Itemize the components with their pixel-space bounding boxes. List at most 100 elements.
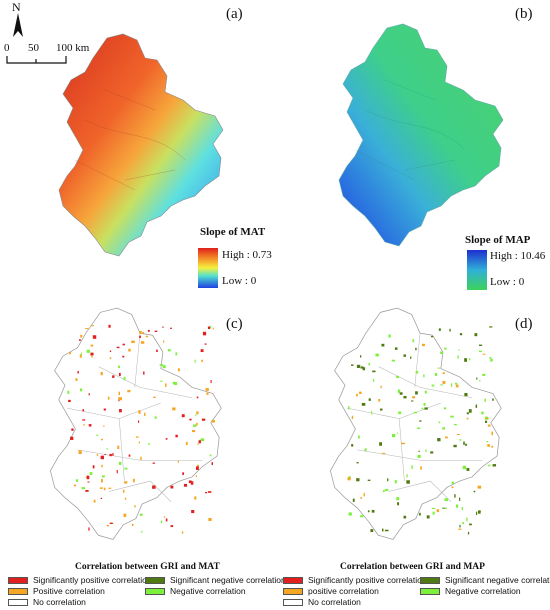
pixel-cluster	[100, 371, 103, 376]
pixel-cluster	[476, 377, 478, 380]
pixel-cluster	[468, 409, 472, 413]
pixel-cluster	[131, 340, 135, 344]
pixel-cluster	[492, 464, 497, 467]
pixel-cluster	[156, 349, 158, 352]
pixel-cluster	[77, 371, 79, 374]
pixel-cluster	[85, 490, 89, 492]
legend-item-sig-neg-c: Significant negative correlation	[145, 575, 286, 585]
legend-item-sig-pos-c: Significantly positive correlation	[8, 575, 152, 585]
pixel-cluster	[108, 324, 111, 328]
legend-item-none-d: No correlation	[283, 597, 361, 607]
pixel-cluster	[123, 513, 127, 517]
pixel-cluster	[211, 462, 214, 465]
pixel-cluster	[128, 454, 131, 457]
pixel-cluster	[466, 417, 469, 420]
pixel-cluster	[202, 331, 207, 336]
pixel-cluster	[109, 350, 112, 353]
legend-ramp-b	[467, 250, 487, 290]
pixel-cluster	[78, 450, 82, 454]
pixel-cluster	[118, 365, 120, 369]
pixel-cluster	[454, 494, 456, 498]
pixel-cluster	[399, 392, 403, 395]
pixel-cluster	[451, 486, 454, 489]
pixel-cluster	[165, 518, 168, 522]
pixel-cluster	[442, 380, 446, 384]
legend-ramp-a	[198, 248, 218, 288]
pixel-cluster	[99, 487, 103, 489]
pixel-cluster	[177, 460, 180, 463]
pixel-cluster	[118, 461, 122, 465]
pixel-cluster	[100, 497, 103, 499]
pixel-cluster	[210, 379, 212, 384]
pixel-cluster	[163, 516, 166, 518]
pixel-cluster	[384, 488, 389, 491]
pixel-cluster	[102, 475, 105, 478]
pixel-cluster	[201, 359, 203, 363]
pixel-cluster	[200, 438, 205, 442]
pixel-cluster	[106, 524, 109, 527]
pixel-cluster	[82, 409, 85, 412]
pixel-cluster	[153, 396, 156, 398]
pixel-cluster	[112, 453, 114, 456]
pixel-cluster	[200, 349, 204, 353]
pixel-cluster	[394, 480, 397, 484]
pixel-cluster	[458, 528, 462, 530]
pixel-cluster	[135, 436, 139, 438]
pixel-cluster	[482, 353, 486, 355]
pixel-cluster	[71, 428, 74, 431]
pixel-cluster	[474, 333, 478, 337]
pixel-cluster	[177, 368, 180, 372]
pixel-cluster	[465, 443, 467, 446]
pixel-cluster	[118, 397, 122, 401]
pixel-cluster	[367, 479, 371, 481]
pixel-cluster	[387, 478, 389, 482]
pixel-cluster	[430, 335, 434, 338]
pixel-cluster	[79, 339, 81, 341]
map-correlation-mat	[35, 304, 245, 554]
pixel-cluster	[211, 419, 215, 423]
pixel-cluster	[140, 456, 142, 461]
pixel-cluster	[372, 379, 375, 382]
pixel-cluster	[82, 419, 86, 421]
pixel-cluster	[128, 348, 131, 352]
panel-label-d: (d)	[515, 316, 533, 332]
pixel-cluster	[464, 392, 468, 397]
pixel-cluster	[119, 409, 122, 413]
pixel-cluster	[478, 510, 481, 514]
pixel-cluster	[100, 455, 104, 460]
pixel-cluster	[103, 408, 107, 411]
pixel-cluster	[165, 438, 168, 440]
pixel-cluster	[172, 381, 177, 385]
pixel-cluster	[141, 530, 143, 533]
pixel-cluster	[191, 510, 195, 514]
scale-tick-50: 50	[28, 42, 39, 54]
panel-label-c: (c)	[226, 316, 243, 332]
pixel-cluster	[423, 403, 426, 406]
pixel-cluster	[352, 498, 355, 502]
north-arrow-label: N	[12, 0, 21, 14]
pixel-cluster	[132, 478, 135, 483]
pixel-cluster	[167, 349, 171, 352]
pixel-cluster	[138, 410, 141, 414]
pixel-cluster	[140, 341, 145, 344]
pixel-cluster	[478, 350, 482, 353]
pixel-cluster	[379, 442, 382, 446]
pixel-cluster	[453, 444, 457, 448]
legend-low-b: Low : 0	[490, 276, 525, 288]
pixel-cluster	[475, 404, 478, 408]
map-correlation-map	[315, 304, 525, 554]
legend-high-b: High : 10.46	[490, 250, 546, 262]
pixel-cluster	[415, 371, 419, 374]
pixel-cluster	[403, 354, 407, 357]
pixel-cluster	[473, 490, 476, 493]
pixel-cluster	[109, 522, 113, 524]
legend-item-pos-d: positive correlation	[283, 586, 379, 596]
pixel-cluster	[351, 364, 354, 366]
pixel-cluster	[375, 353, 379, 357]
pixel-cluster	[175, 434, 178, 438]
pixel-cluster	[189, 418, 192, 421]
pixel-cluster	[461, 506, 464, 510]
pixel-cluster	[419, 512, 421, 516]
pixel-cluster	[80, 334, 83, 338]
pixel-cluster	[382, 490, 385, 493]
